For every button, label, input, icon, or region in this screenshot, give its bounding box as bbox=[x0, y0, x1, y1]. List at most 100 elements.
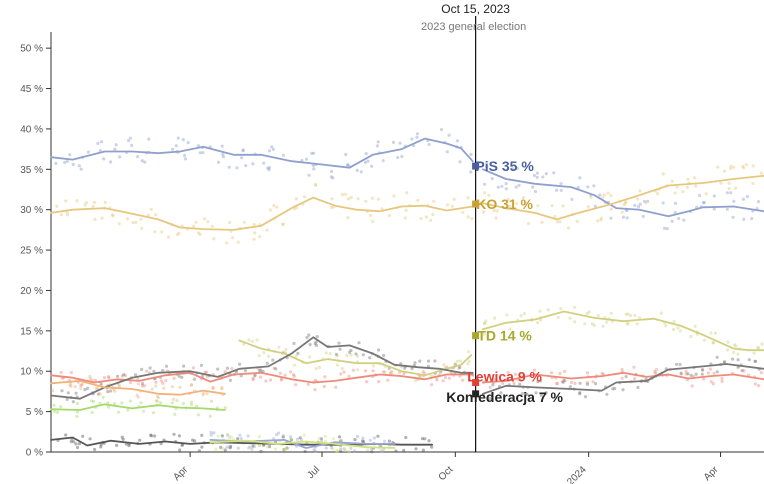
poll-dot bbox=[751, 182, 755, 186]
poll-dot bbox=[161, 381, 165, 385]
y-tick-label: 10 % bbox=[20, 367, 43, 378]
poll-dot bbox=[75, 199, 79, 203]
poll-dot bbox=[715, 370, 719, 374]
poll-dot bbox=[156, 396, 160, 400]
poll-dot bbox=[149, 434, 154, 438]
poll-dot bbox=[709, 380, 713, 384]
poll-dot bbox=[355, 168, 359, 172]
poll-dot bbox=[111, 214, 115, 218]
poll-dot bbox=[258, 235, 262, 239]
poll-dot bbox=[504, 187, 508, 191]
poll-dot bbox=[605, 320, 609, 324]
poll-dot bbox=[109, 389, 113, 393]
poll-dot bbox=[470, 216, 474, 221]
poll-dot bbox=[251, 444, 255, 448]
poll-dot bbox=[394, 449, 398, 453]
poll-dot bbox=[210, 224, 215, 228]
poll-dot bbox=[726, 348, 730, 352]
poll-dot bbox=[99, 140, 104, 144]
poll-dot bbox=[134, 220, 138, 224]
poll-dot bbox=[92, 200, 97, 204]
poll-dot bbox=[216, 367, 220, 371]
poll-dot bbox=[154, 384, 158, 388]
poll-dot bbox=[544, 391, 548, 395]
poll-dot bbox=[79, 167, 83, 171]
poll-dot bbox=[96, 141, 100, 145]
poll-dot bbox=[620, 367, 624, 372]
poll-dot bbox=[201, 391, 206, 395]
poll-dot bbox=[550, 204, 554, 208]
poll-dot bbox=[686, 372, 690, 376]
poll-dot bbox=[624, 312, 628, 316]
poll-dot bbox=[734, 186, 738, 190]
poll-dot bbox=[328, 352, 332, 356]
poll-dot bbox=[522, 312, 527, 316]
poll-dot bbox=[313, 449, 317, 453]
poll-dot bbox=[81, 434, 85, 438]
poll-dot bbox=[467, 378, 472, 382]
poll-dot bbox=[366, 159, 370, 163]
poll-dot bbox=[74, 442, 78, 446]
poll-dot bbox=[753, 359, 757, 363]
poll-dot bbox=[98, 392, 102, 396]
poll-dot bbox=[609, 194, 613, 198]
poll-dot bbox=[661, 201, 665, 205]
poll-dot bbox=[625, 322, 629, 326]
poll-dot bbox=[601, 196, 605, 200]
poll-dot bbox=[59, 371, 63, 375]
poll-dot bbox=[484, 319, 488, 323]
poll-dot bbox=[295, 437, 299, 441]
poll-dot bbox=[466, 215, 470, 219]
poll-dot bbox=[300, 158, 304, 163]
poll-dot bbox=[83, 203, 87, 207]
poll-dot bbox=[140, 384, 145, 388]
poll-dot bbox=[592, 323, 596, 327]
poll-dot bbox=[364, 199, 368, 203]
poll-dot bbox=[431, 212, 435, 217]
poll-dot bbox=[171, 397, 175, 401]
poll-dot bbox=[236, 446, 240, 450]
poll-dot bbox=[319, 437, 323, 441]
poll-dot bbox=[711, 341, 715, 345]
poll-dot bbox=[654, 368, 659, 372]
poll-dot bbox=[684, 372, 688, 376]
poll-dot bbox=[322, 384, 326, 389]
poll-dot bbox=[167, 235, 171, 239]
poll-dot bbox=[267, 354, 271, 358]
poll-dot bbox=[525, 392, 529, 396]
poll-dot bbox=[278, 371, 282, 375]
poll-dot bbox=[129, 380, 133, 385]
poll-dot bbox=[148, 366, 152, 370]
poll-dot bbox=[488, 385, 492, 390]
poll-dot bbox=[455, 139, 459, 143]
poll-dot bbox=[423, 437, 427, 441]
poll-dot bbox=[177, 434, 181, 438]
poll-dot bbox=[172, 432, 176, 436]
poll-dot bbox=[315, 335, 319, 339]
poll-dot bbox=[664, 324, 668, 328]
poll-dot bbox=[212, 237, 216, 241]
poll-dot bbox=[722, 169, 727, 173]
poll-dot bbox=[323, 434, 327, 438]
poll-dot bbox=[403, 366, 407, 370]
poll-dot bbox=[533, 189, 538, 194]
poll-dot bbox=[339, 449, 343, 453]
poll-dot bbox=[553, 214, 557, 219]
poll-dot bbox=[86, 150, 90, 154]
poll-dot bbox=[447, 133, 451, 137]
poll-dot bbox=[131, 220, 135, 225]
poll-dot bbox=[340, 367, 344, 371]
poll-dot bbox=[596, 219, 600, 223]
poll-dot bbox=[314, 343, 319, 347]
poll-dot bbox=[174, 144, 178, 148]
poll-dot bbox=[600, 371, 604, 375]
poll-dot bbox=[75, 445, 80, 450]
poll-dot bbox=[538, 309, 542, 313]
poll-dot bbox=[587, 310, 591, 314]
poll-dot bbox=[427, 142, 431, 147]
poll-dot bbox=[516, 166, 520, 171]
poll-dot bbox=[400, 154, 404, 159]
poll-dot bbox=[298, 436, 302, 440]
poll-dot bbox=[282, 448, 286, 452]
poll-dot bbox=[589, 195, 593, 199]
